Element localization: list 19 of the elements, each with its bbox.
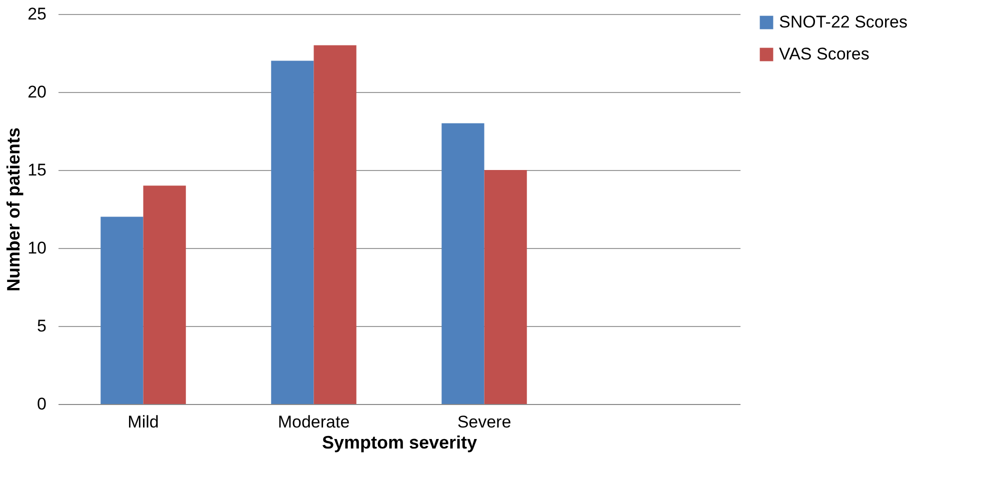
x-tick-label: Moderate xyxy=(278,412,350,432)
legend-label: VAS Scores xyxy=(779,44,870,64)
bar xyxy=(143,186,186,404)
y-tick-label: 15 xyxy=(28,160,46,180)
y-tick-label: 10 xyxy=(28,238,46,258)
bar xyxy=(484,170,527,404)
bar xyxy=(271,60,314,404)
x-tick-label: Severe xyxy=(457,412,512,432)
bar xyxy=(314,45,356,404)
y-tick-label: 5 xyxy=(37,316,46,336)
x-tick-label: Mild xyxy=(128,412,159,432)
bar xyxy=(442,123,484,404)
bar xyxy=(100,216,144,404)
legend-label: SNOT-22 Scores xyxy=(779,12,908,32)
y-tick-label: 25 xyxy=(28,4,46,24)
y-tick-label: 20 xyxy=(28,82,46,102)
y-tick-label: 0 xyxy=(37,394,46,414)
y-axis-title: Number of patients xyxy=(4,127,24,292)
x-axis-title: Symptom severity xyxy=(322,432,478,452)
